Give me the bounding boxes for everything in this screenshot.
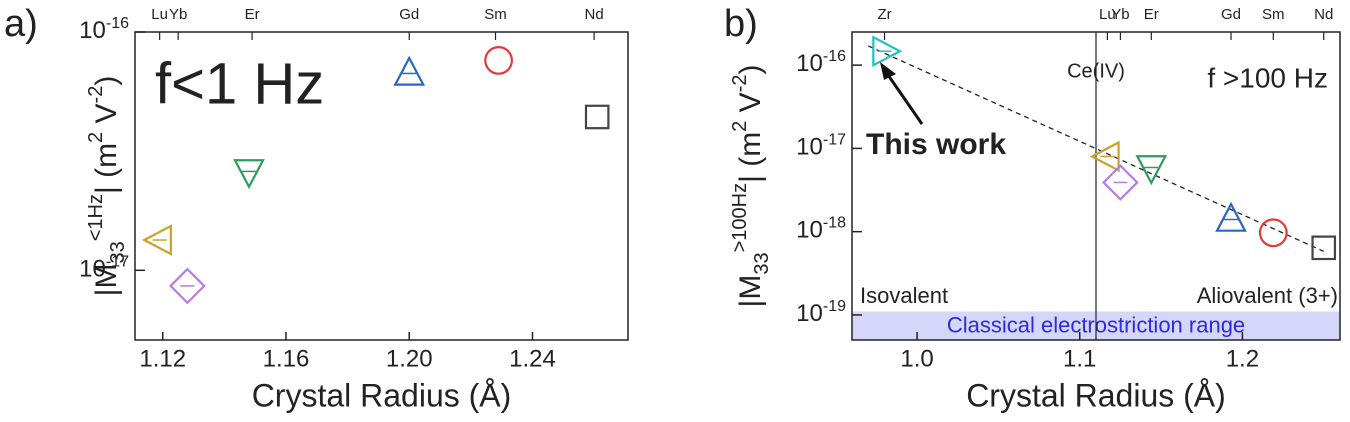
- tick-base: 10: [79, 256, 106, 283]
- marker: [484, 46, 513, 75]
- y-axis-title-part: 2: [729, 121, 751, 132]
- top-tick-label: Lu: [151, 6, 168, 23]
- plot-frame: [134, 31, 629, 341]
- y-tick-label: 10-18: [796, 214, 846, 244]
- tick-base: 10: [796, 217, 823, 244]
- panel-label: a): [4, 3, 38, 45]
- marker: [1135, 155, 1168, 186]
- y-tick-label: 10-19: [796, 298, 846, 328]
- tick-exp: -18: [823, 214, 846, 231]
- arrow-head: [880, 62, 896, 80]
- y-axis-title-part: <1Hz: [85, 194, 107, 241]
- y-axis-title-part: 2: [85, 132, 107, 143]
- y-tick-label: 10-17: [79, 253, 129, 283]
- marker: [1102, 164, 1139, 201]
- y-axis-title-part: -2: [729, 75, 751, 93]
- y-axis-title-part: 33: [751, 252, 773, 274]
- top-tick-label: Lu: [1099, 6, 1116, 23]
- marker: [141, 224, 172, 256]
- tick-exp: -17: [106, 253, 129, 270]
- top-tick-label: Yb: [169, 6, 187, 23]
- tick-base: 10: [796, 50, 823, 77]
- tick-exp: -17: [823, 131, 846, 148]
- top-tick-label: Er: [1144, 6, 1159, 23]
- x-axis-title: Crystal Radius (Å): [252, 377, 512, 413]
- top-tick-label: Gd: [1221, 6, 1241, 23]
- top-tick-label: Nd: [1314, 6, 1333, 23]
- y-axis-title: |M33>100Hz| (m2 V-2): [729, 65, 773, 308]
- tick-base: 10: [796, 134, 823, 161]
- y-axis-title-part: V: [734, 92, 767, 120]
- x-axis-title: Crystal Radius (Å): [966, 377, 1226, 413]
- x-tick-label: 1.20: [386, 345, 433, 372]
- tick-exp: -16: [823, 48, 846, 65]
- y-tick-label: 10-16: [79, 15, 129, 45]
- top-tick-label: Er: [245, 6, 260, 23]
- marker: [1258, 218, 1288, 248]
- y-axis-title-part: ): [734, 65, 767, 75]
- annotation: Isovalent: [860, 283, 948, 308]
- y-axis-title-part: >100Hz: [729, 183, 751, 253]
- marker: [393, 55, 426, 86]
- x-tick-label: 1.1: [1063, 345, 1096, 372]
- annotation: f >100 Hz: [1207, 62, 1328, 93]
- x-tick-label: 1.16: [263, 345, 310, 372]
- y-axis-title-part: ): [90, 76, 123, 86]
- reference-label: Ce(IV): [1067, 60, 1125, 82]
- annotation: This work: [866, 128, 1006, 161]
- tick-base: 10: [79, 17, 106, 44]
- marker: [1215, 201, 1247, 232]
- top-tick-label: Yb: [1111, 6, 1129, 23]
- marker: [233, 159, 265, 190]
- annotation: f<1 Hz: [155, 51, 324, 116]
- marker: [584, 104, 610, 130]
- top-tick-label: Zr: [877, 6, 891, 23]
- arrow-shaft: [884, 71, 924, 125]
- annotation: Aliovalent (3+): [1197, 283, 1338, 308]
- y-axis-title-part: |M: [734, 275, 767, 308]
- tick-base: 10: [796, 300, 823, 327]
- y-axis-title-part: -2: [85, 86, 107, 104]
- top-tick-label: Sm: [1262, 6, 1285, 23]
- marker: [1311, 235, 1337, 261]
- y-tick-label: 10-17: [796, 131, 846, 161]
- trend-line: [867, 45, 1324, 252]
- y-axis-title-part: 33: [107, 241, 129, 263]
- top-tick-label: Sm: [484, 6, 507, 23]
- x-tick-label: 1.12: [139, 345, 186, 372]
- x-tick-label: 1.24: [509, 345, 556, 372]
- panel-label: b): [724, 3, 758, 45]
- y-tick-label: 10-16: [796, 48, 846, 78]
- y-axis-title-part: | (m: [90, 143, 123, 194]
- x-tick-label: 1.2: [1226, 345, 1259, 372]
- marker: [1089, 140, 1120, 173]
- top-tick-label: Nd: [585, 6, 604, 23]
- y-axis-title-part: |M: [90, 264, 123, 297]
- tick-exp: -16: [106, 15, 129, 32]
- x-tick-label: 1.0: [900, 345, 933, 372]
- top-tick-label: Gd: [399, 6, 419, 23]
- y-axis-title-part: | (m: [734, 132, 767, 183]
- y-axis-title-part: V: [90, 103, 123, 131]
- marker: [872, 35, 903, 68]
- y-axis-title: |M33<1Hz| (m2 V-2): [85, 76, 129, 297]
- tick-exp: -19: [823, 298, 846, 315]
- marker: [169, 267, 206, 305]
